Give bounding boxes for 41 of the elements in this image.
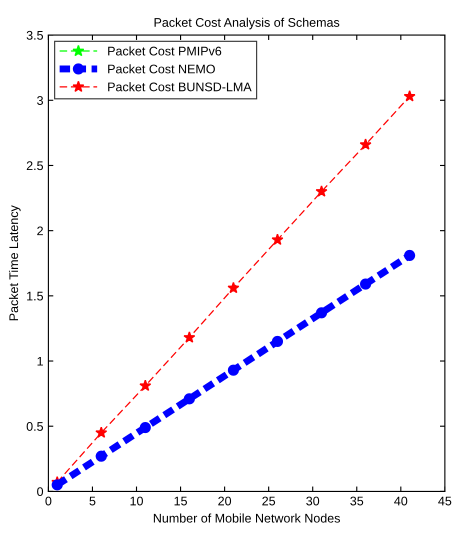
- legend-label: Packet Cost NEMO: [108, 64, 215, 74]
- point: [96, 450, 107, 462]
- x-tick-label: 15: [174, 496, 187, 506]
- point: [404, 90, 416, 102]
- point: [95, 426, 108, 438]
- point: [183, 331, 196, 343]
- y-axis-title: Packet Time Latency: [8, 205, 21, 320]
- y-tick-label: 2: [37, 226, 43, 236]
- legend-label: Packet Cost BUNSD-LMA: [108, 82, 252, 92]
- y-tick-label: 3.5: [26, 30, 44, 40]
- point: [227, 282, 240, 294]
- x-tick-label: 20: [218, 496, 232, 506]
- x-tick-label: 30: [306, 496, 320, 506]
- y-tick-label: 0.5: [26, 422, 44, 431]
- point: [404, 250, 416, 261]
- legend-label: Packet Cost PMIPv6: [108, 46, 222, 56]
- x-tick-label: 35: [350, 496, 364, 506]
- point: [184, 393, 195, 404]
- y-tick-label: 2.5: [26, 161, 44, 170]
- point: [316, 307, 328, 318]
- x-tick-label: 25: [262, 496, 276, 506]
- x-tick-label: 5: [89, 496, 96, 506]
- point: [140, 422, 151, 434]
- y-tick-label: 1: [38, 356, 43, 366]
- point: [139, 380, 152, 391]
- point: [52, 479, 63, 490]
- x-axis-title: Number of Mobile Network Nodes: [154, 513, 340, 523]
- y-tick-label: 3: [37, 96, 43, 105]
- point: [228, 364, 239, 376]
- point: [316, 185, 328, 197]
- x-tick-label: 40: [394, 496, 408, 506]
- y-tick-label: 1.5: [27, 292, 44, 300]
- point: [360, 278, 372, 290]
- x-tick-label: 45: [438, 496, 452, 506]
- point: [272, 336, 284, 348]
- y-tick-label: 0: [37, 487, 44, 496]
- chart-title: Packet Cost Analysis of Schemas: [154, 18, 340, 30]
- point: [271, 234, 284, 245]
- point: [360, 138, 372, 150]
- x-tick-label: 0: [45, 496, 52, 506]
- x-tick-label: 10: [130, 496, 143, 506]
